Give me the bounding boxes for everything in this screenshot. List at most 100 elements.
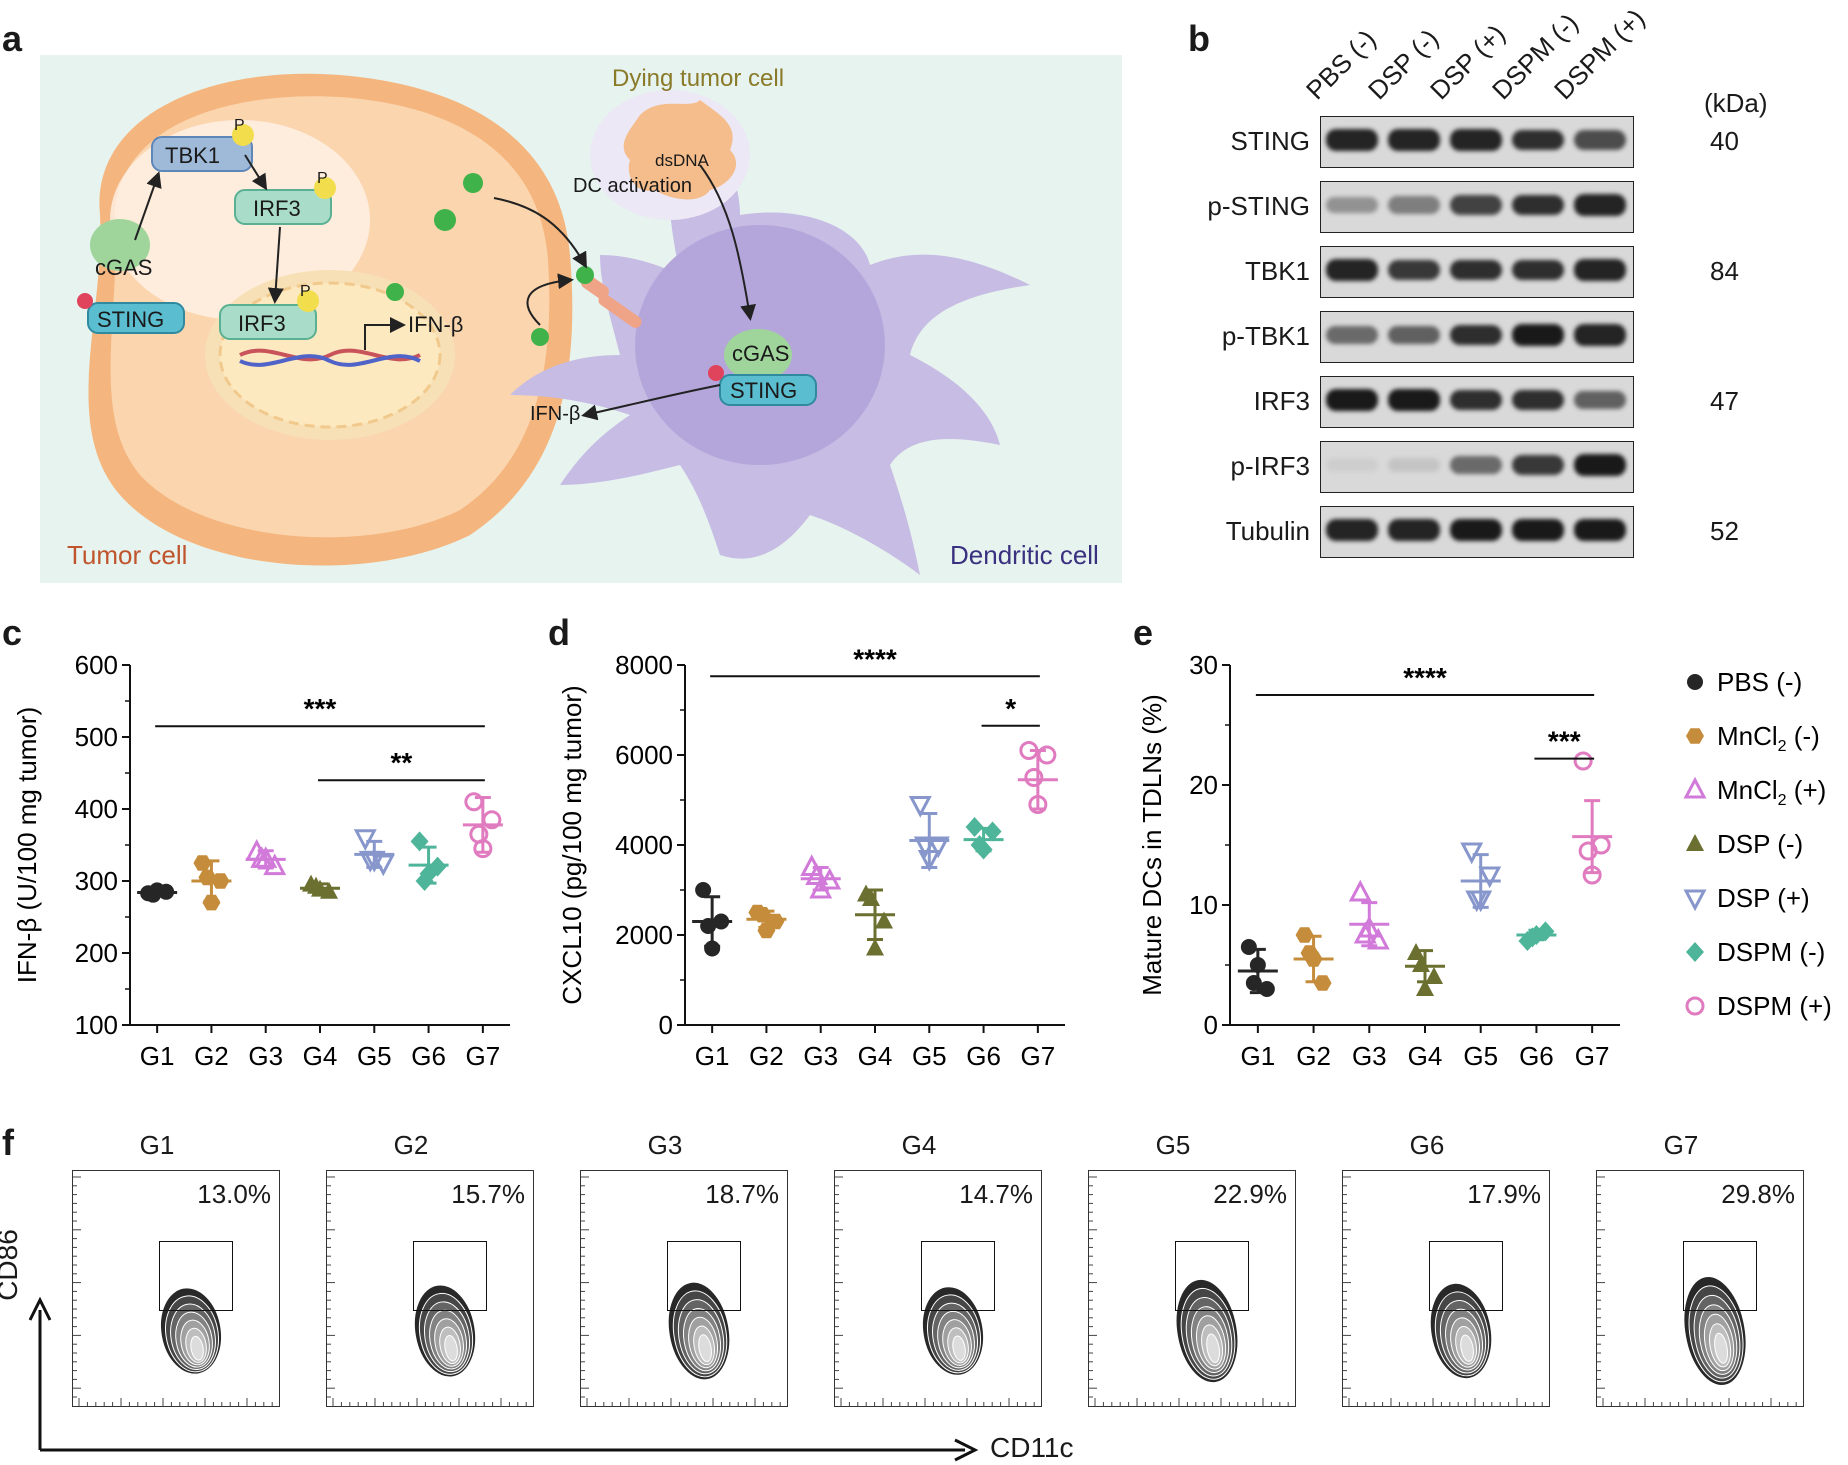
x-tick-label: G5 [357, 1041, 392, 1071]
dc-activation-label: DC activation [573, 175, 692, 197]
data-point [1416, 979, 1434, 996]
significance-stars: * [1005, 693, 1016, 724]
y-axis-label: CXCL10 (pg/100 mg tumor) [557, 685, 587, 1004]
flow-contour-ring [1206, 1333, 1220, 1363]
data-point [1348, 879, 1372, 902]
x-tick-label: G4 [1408, 1041, 1443, 1071]
data-point [1685, 996, 1705, 1016]
cgas-blob-2 [724, 329, 792, 381]
x-tick-label: G2 [749, 1041, 784, 1071]
irf3-cyt-box [234, 189, 332, 225]
flow-plot-title: G1 [139, 1130, 175, 1160]
blot-band [1512, 454, 1564, 476]
blot-band [1512, 324, 1564, 346]
significance-stars: *** [1548, 726, 1581, 757]
blot-band [1326, 259, 1378, 281]
blot-band [1574, 259, 1626, 281]
blot-strip [1320, 376, 1634, 428]
blot-row-label: IRF3 [1253, 386, 1310, 416]
y-tick-label: 2000 [615, 920, 673, 950]
x-tick-label: G6 [1519, 1041, 1554, 1071]
flow-plot: 18.7% [580, 1170, 788, 1407]
data-point [1028, 795, 1048, 814]
flow-plot-title: G2 [393, 1130, 429, 1160]
data-point [145, 886, 162, 903]
dendritic-cell-label: Dendritic cell [950, 540, 1099, 570]
data-point [965, 817, 984, 837]
blot-band [1326, 457, 1378, 473]
blot-band [1388, 259, 1440, 281]
flow-contour [1343, 1176, 1543, 1406]
blot-band [1450, 259, 1502, 281]
data-point [1683, 776, 1707, 799]
data-point [1523, 927, 1542, 948]
x-tick-label: G4 [858, 1041, 893, 1071]
x-tick-label: G5 [912, 1041, 947, 1071]
flow-cytometry-panel: G1 13.0% G2 15.7% G3 18.7% G4 14.7% G5 22.9% G6 17.… [0, 1120, 1848, 1465]
flow-gate [1175, 1241, 1249, 1311]
data-point [1019, 741, 1039, 760]
blot-kda: 84 [1710, 256, 1739, 286]
data-point [1687, 674, 1703, 690]
data-point [970, 835, 989, 855]
flow-gate-percent: 22.9% [1213, 1179, 1287, 1209]
data-point [1258, 981, 1275, 997]
y-tick-label: 200 [75, 938, 118, 968]
blot-kda: 47 [1710, 386, 1739, 416]
flow-contour-ring [952, 1335, 966, 1361]
flow-contour-ring [698, 1334, 712, 1363]
x-tick-label: G3 [248, 1041, 283, 1071]
data-point [1300, 945, 1319, 961]
y-tick-label: 0 [659, 1010, 673, 1040]
blot-row-label: STING [1230, 126, 1310, 156]
data-point [983, 821, 1002, 842]
flow-contour-ring [444, 1335, 458, 1362]
blot-band [1326, 389, 1378, 411]
flow-plot-title: G4 [901, 1130, 937, 1160]
x-tick-label: G7 [1575, 1041, 1610, 1071]
sting-box-2 [719, 374, 817, 406]
x-tick-label: G1 [695, 1041, 730, 1071]
flow-contour [1089, 1176, 1289, 1406]
chart-cxcl10: 0 2000 4000 6000 8000 G1 G2 G3 G4 G5 G6 G7 CXCL10 (p… [557, 643, 1065, 1071]
panel-letter-d: d [548, 612, 570, 653]
y-tick-label: 4000 [615, 830, 673, 860]
y-tick-label: 500 [75, 722, 118, 752]
blot-band [1450, 129, 1502, 151]
blot-band [1450, 519, 1502, 541]
flow-xlabel: CD11c [990, 1432, 1074, 1463]
blot-band [1574, 324, 1626, 346]
blot-band [1574, 194, 1626, 216]
panel-letter-c: c [2, 612, 23, 653]
blot-band [1512, 389, 1564, 411]
blot-band [1512, 519, 1564, 541]
chart-ifn-beta: 100 200 300 400 500 600 G1 G2 G3 G4 G5 G6 G7 IFN-β (U… [12, 650, 510, 1071]
ifnb-label-1: IFN-β [408, 312, 464, 337]
data-point [713, 913, 730, 930]
arrow-irf3-nuc [267, 226, 284, 304]
data-point [753, 906, 772, 923]
flow-gate [921, 1241, 995, 1311]
data-point [1412, 955, 1430, 972]
x-tick-label: G1 [140, 1041, 175, 1071]
blot-band [1388, 129, 1440, 151]
y-tick-label: 300 [75, 866, 118, 896]
flow-gate-percent: 29.8% [1721, 1179, 1795, 1209]
data-point [464, 792, 484, 812]
x-arrow-head [954, 1438, 979, 1462]
blot-band [1388, 196, 1440, 214]
blot-band [1512, 259, 1564, 281]
blot-band [1512, 194, 1564, 216]
y-arrow-head [28, 1296, 52, 1321]
dsdna-label: dsDNA [655, 151, 709, 170]
red-dot-1 [77, 293, 93, 309]
data-point [1353, 921, 1377, 944]
p-label-2: P [317, 170, 328, 187]
data-point [1683, 889, 1707, 912]
flow-contour [1597, 1176, 1797, 1406]
flow-contour [835, 1176, 1035, 1406]
flow-plot: 13.0% [72, 1170, 280, 1407]
blot-band [1450, 195, 1502, 215]
blot-band [1326, 196, 1378, 214]
flow-gate-percent: 17.9% [1467, 1179, 1541, 1209]
